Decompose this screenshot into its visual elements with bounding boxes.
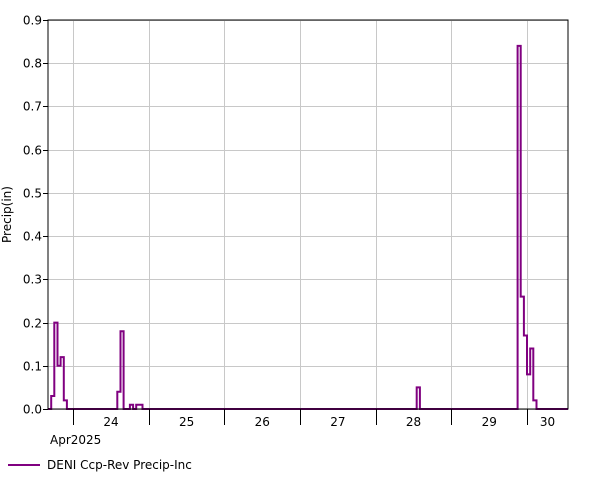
legend: DENI Ccp-Rev Precip-Inc <box>8 456 192 474</box>
grid <box>48 20 568 410</box>
y-tick-label: 0.1 <box>23 360 42 374</box>
x-tick-label: 29 <box>482 415 497 429</box>
precip-series-line <box>48 44 568 410</box>
x-tick-label: 27 <box>330 415 345 429</box>
x-axis-month-label: Apr2025 <box>50 433 101 447</box>
x-tick-label: 30 <box>540 415 555 429</box>
legend-swatch <box>8 464 40 466</box>
y-axis-label: Precip(in) <box>0 186 14 243</box>
x-tick-label: 24 <box>103 415 118 429</box>
y-axis: 0.0 0.1 0.2 0.3 0.4 0.5 0.6 0.7 0.8 0.9 <box>23 14 48 417</box>
y-tick-label: 0.2 <box>23 317 42 331</box>
y-tick-label: 0.5 <box>23 187 42 201</box>
y-tick-label: 0.7 <box>23 100 42 114</box>
y-tick-label: 0.6 <box>23 144 42 158</box>
series-layer <box>48 44 568 410</box>
y-tick-label: 0.9 <box>23 14 42 28</box>
x-tick-label: 26 <box>255 415 270 429</box>
x-tick-label: 25 <box>179 415 194 429</box>
x-tick-label: 28 <box>406 415 421 429</box>
y-tick-label: 0.3 <box>23 273 42 287</box>
x-axis: 24 25 26 27 28 29 30 <box>73 409 555 429</box>
plot-border <box>47 19 569 410</box>
y-tick-label: 0.8 <box>23 57 42 71</box>
y-tick-label: 0.0 <box>23 403 42 417</box>
y-tick-label: 0.4 <box>23 230 42 244</box>
legend-label: DENI Ccp-Rev Precip-Inc <box>47 458 192 472</box>
